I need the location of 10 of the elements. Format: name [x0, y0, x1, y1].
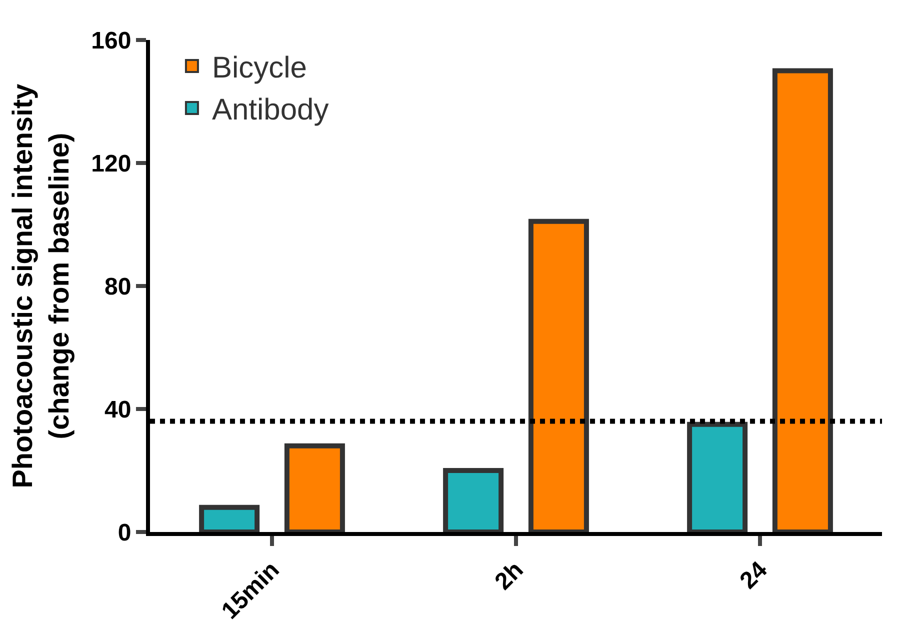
y-tick-label: 160 [91, 27, 132, 54]
y-tick-label: 0 [118, 519, 132, 546]
x-tick-label: 2h [490, 556, 529, 596]
legend-label: Bicycle [212, 52, 307, 85]
y-axis-title: Photoacoustic signal intensity (change from baseline) [6, 83, 74, 488]
y-tick-label: 120 [91, 150, 132, 178]
y-tick-label: 40 [104, 396, 132, 424]
x-tick-label: 24 [734, 556, 774, 594]
y-tick-label: 80 [104, 273, 132, 300]
legend-label: Antibody [212, 94, 329, 127]
